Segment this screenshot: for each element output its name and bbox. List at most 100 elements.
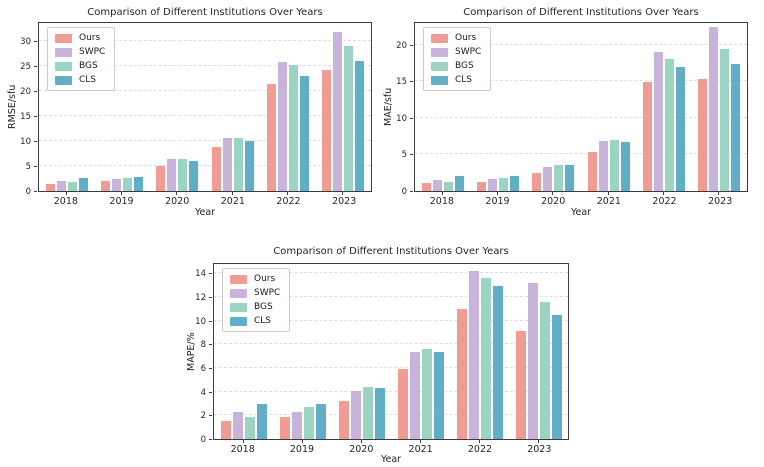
x-tick-mark [537,440,539,443]
x-tick-marks [414,192,748,195]
bar-bgs-2020 [554,164,564,191]
y-tick-mark [209,297,212,299]
y-tick-mark [34,40,37,42]
bar-bgs-2023 [539,301,550,439]
y-tick-mark [410,117,413,119]
y-tick-mark [209,368,212,370]
bar-cls-2020 [374,388,385,439]
x-tick-mark [121,192,122,195]
x-tick-label: 2022 [467,444,493,455]
legend-label: BGS [455,61,474,71]
legend-item-cls: CLS [230,316,280,326]
x-tick-label: 2018 [230,444,255,455]
bar-swpc-2020 [350,390,361,439]
bar-ours-2018 [220,421,231,439]
bar-cls-2021 [620,142,630,191]
bar-cls-2021 [244,141,254,191]
bar-group-2022 [260,23,315,191]
bar-ours-2019 [100,180,110,191]
bar-bgs-2021 [233,138,243,191]
gridline [415,153,747,155]
x-axis-label: Year [194,207,216,218]
bar-swpc-2021 [598,140,608,191]
x-tick-mark [552,192,554,195]
gridline [214,296,568,298]
y-tick-mark [34,90,37,92]
x-tick-label: 2020 [165,196,190,207]
legend-swatch-ours [431,33,448,43]
y-tick-label: 20 [20,86,31,97]
y-tick-mark [34,165,37,167]
gridline [415,80,747,82]
y-tick-mark [410,44,413,46]
bar-swpc-2021 [222,137,232,191]
legend: Ours SWPC BGS CLS [222,268,291,332]
bar-swpc-2023 [709,27,719,191]
bar-bgs-2022 [480,278,491,439]
figure-mape: Comparison of Different Institutions Ove… [176,233,578,467]
bar-bgs-2022 [664,58,674,191]
bar-ours-2020 [532,172,542,191]
y-tick-label: 5 [25,161,31,172]
x-tick-label: 2021 [220,196,245,207]
bar-cls-2020 [189,160,199,191]
bar-ours-2021 [397,369,408,439]
bar-swpc-2020 [167,159,177,191]
y-tick-label: 15 [396,77,407,88]
y-tick-label: 0 [200,435,206,445]
y-tick-label: 20 [396,40,407,51]
bar-bgs-2020 [178,158,188,191]
plot-area: Ours SWPC BGS CLS [213,263,569,440]
x-tick-mark [718,192,720,195]
legend-swatch-ours [55,33,72,43]
y-tick-mark [209,273,212,275]
bar-cls-2019 [133,177,143,191]
gridline [214,367,568,369]
legend-item-bgs: BGS [431,61,481,71]
bar-group-2018 [415,23,470,191]
x-axis-label: Year [570,207,592,218]
legend-swatch-bgs [55,61,72,71]
y-tick-label: 5 [401,150,407,161]
legend-label: Ours [79,33,101,43]
bar-ours-2020 [338,401,349,439]
x-tick-label: 2018 [53,196,78,207]
gridline [39,64,371,66]
chart-title: Comparison of Different Institutions Ove… [463,7,699,18]
bar-cls-2018 [78,177,88,191]
y-tick-label: 15 [20,111,31,122]
bar-bgs-2019 [122,177,132,191]
legend-swatch-cls [230,316,247,326]
legend-label: SWPC [455,47,482,57]
legend-label: CLS [455,75,473,85]
x-tick-label: 2023 [527,444,552,455]
bar-group-2021 [391,264,450,439]
bar-cls-2023 [355,61,365,191]
x-ticks: 2018 2019 2020 2021 2022 2023 [213,444,569,455]
legend-item-ours: Ours [230,274,280,284]
legend-item-ours: Ours [55,33,105,43]
legend: Ours SWPC BGS CLS [47,27,116,91]
legend-swatch-bgs [431,61,448,71]
bar-group-2019 [94,23,149,191]
bar-group-2021 [205,23,260,191]
bar-bgs-2023 [344,45,354,191]
bar-group-2021 [581,23,636,191]
y-tick-mark [209,439,212,440]
chart-title: Comparison of Different Institutions Ove… [273,246,509,257]
y-tick-mark [410,154,413,156]
y-tick-label: 25 [20,61,31,72]
bar-ours-2022 [642,82,652,191]
legend-swatch-swpc [230,288,247,298]
gridline [39,39,371,41]
y-tick-label: 8 [200,340,206,351]
bar-bgs-2021 [421,349,432,439]
y-tick-mark [34,140,37,142]
x-tick-marks [213,440,569,443]
x-ticks: 2018 2019 2020 2021 2022 2023 [38,196,372,207]
x-tick-mark [478,440,480,443]
bar-swpc-2020 [543,166,553,191]
bar-group-2023 [692,23,747,191]
legend-label: Ours [455,33,477,43]
bar-ours-2023 [515,331,526,439]
